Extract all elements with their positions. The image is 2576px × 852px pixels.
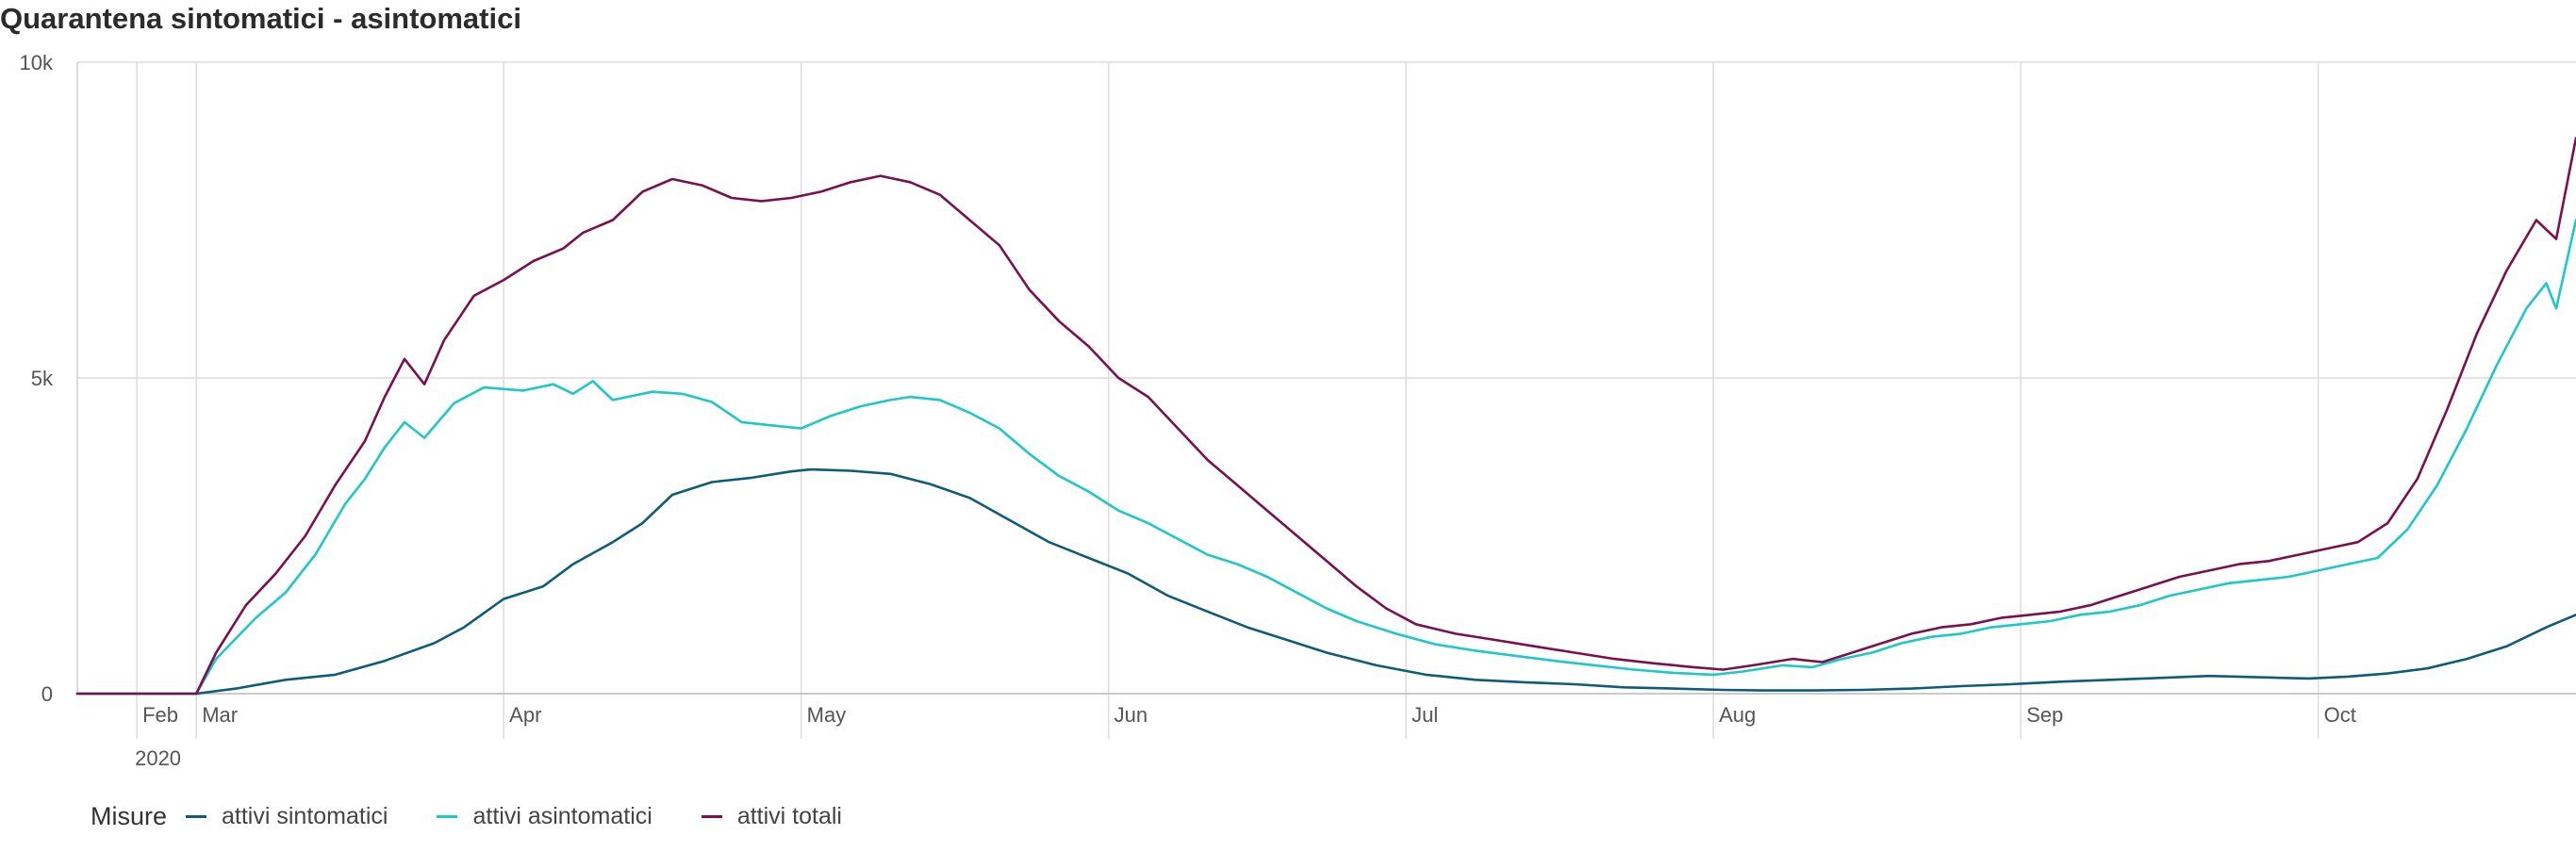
x-year-label: 2020 bbox=[135, 746, 181, 770]
tick-labels: 0 5k 10k Feb Mar Apr May Jun Jul Aug Sep Oct 2020 bbox=[20, 51, 2356, 770]
x-tick-label: May bbox=[807, 703, 847, 727]
x-tick-label: Oct bbox=[2324, 703, 2356, 727]
series-line-attivi-totali bbox=[75, 137, 2576, 696]
x-tick-label: Jun bbox=[1115, 703, 1148, 727]
grid-lines bbox=[77, 61, 2576, 739]
x-tick-label: Jul bbox=[1412, 703, 1438, 727]
series-line-attivi-sintomatici bbox=[75, 467, 2576, 696]
legend-title: Misure bbox=[91, 801, 168, 830]
y-tick-label: 5k bbox=[31, 367, 54, 390]
line-chart: 0 5k 10k Feb Mar Apr May Jun Jul Aug Sep Oct 2020 bbox=[20, 51, 2576, 770]
legend-label: attivi totali bbox=[736, 802, 842, 829]
legend-swatch-asintomatici bbox=[437, 814, 458, 818]
legend-item-attivi-asintomatici[interactable]: attivi asintomatici bbox=[437, 803, 652, 830]
x-tick-label: Feb bbox=[142, 703, 178, 727]
chart-title: Quarantena sintomatici - asintomatici bbox=[0, 2, 521, 35]
legend-label: attivi sintomatici bbox=[222, 802, 388, 829]
x-tick-label: Mar bbox=[202, 703, 238, 727]
x-tick-label: Apr bbox=[509, 703, 541, 727]
y-tick-label: 0 bbox=[41, 682, 53, 706]
x-tick-label: Sep bbox=[2026, 703, 2063, 727]
legend-item-attivi-totali[interactable]: attivi totali bbox=[701, 802, 842, 830]
legend: Misure attivi sintomatici attivi asintom… bbox=[91, 799, 891, 833]
legend-label: attivi asintomatici bbox=[472, 802, 652, 829]
legend-swatch-totali bbox=[701, 814, 722, 818]
series-line-attivi-asintomatici bbox=[75, 219, 2576, 696]
legend-swatch-sintomatici bbox=[186, 814, 207, 818]
y-tick-label: 10k bbox=[20, 51, 54, 74]
series-lines bbox=[75, 137, 2576, 696]
legend-item-attivi-sintomatici[interactable]: attivi sintomatici bbox=[186, 803, 388, 830]
x-tick-label: Aug bbox=[1719, 703, 1756, 727]
axes bbox=[76, 62, 2576, 695]
